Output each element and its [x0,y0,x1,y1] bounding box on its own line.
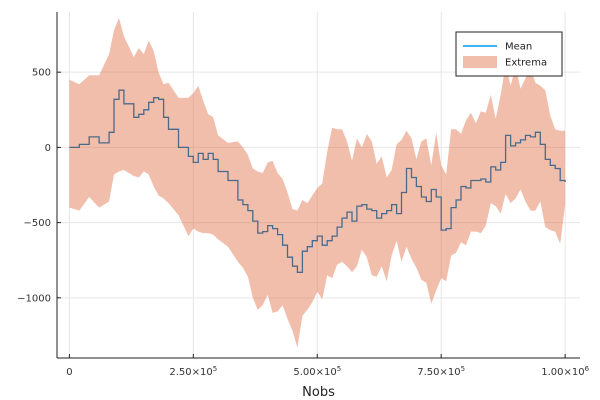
x-tick-label: 7.50×105 [417,365,465,378]
legend-extrema-label: Extrema [505,58,547,69]
x-tick-mantissa: 5.00×10 [293,367,336,378]
x-tick-mantissa: 2.50×10 [169,367,212,378]
x-tick-label: 1.00×106 [541,365,589,378]
x-tick-mantissa: 7.50×10 [417,367,460,378]
legend-box [455,31,563,77]
y-tick-label: 0 [45,143,51,154]
x-tick-label: 2.50×105 [169,365,217,378]
x-tick-label: 5.00×105 [293,365,341,378]
mean-step-line [69,89,566,273]
x-tick-mantissa: 1.00×10 [541,367,584,378]
extrema-band-group [69,18,566,348]
extrema-band [69,18,566,348]
x-tick-exponent: 5 [337,365,341,373]
y-tick-label: −1000 [17,293,51,304]
mean-line-group [69,89,566,273]
x-tick-labels: 0 2.50×105 5.00×105 7.50×105 1.00×106 [66,365,589,378]
x-tick-exponent: 5 [461,365,465,373]
x-tick-exponent: 6 [585,365,590,373]
x-axis-title: Nobs [302,385,335,400]
y-tick-label: 500 [32,68,51,79]
legend: Mean Extrema [455,31,563,77]
axes [56,12,580,359]
legend-mean-label: Mean [505,42,532,53]
y-tick-labels: 500 0 −500 −1000 [17,68,51,305]
legend-extrema-swatch [463,56,497,68]
x-tick-mantissa: 0 [66,367,72,378]
grid [57,12,580,358]
x-tick-exponent: 5 [213,365,217,373]
x-tick-label: 0 [66,367,72,378]
y-tick-label: −500 [24,218,51,229]
